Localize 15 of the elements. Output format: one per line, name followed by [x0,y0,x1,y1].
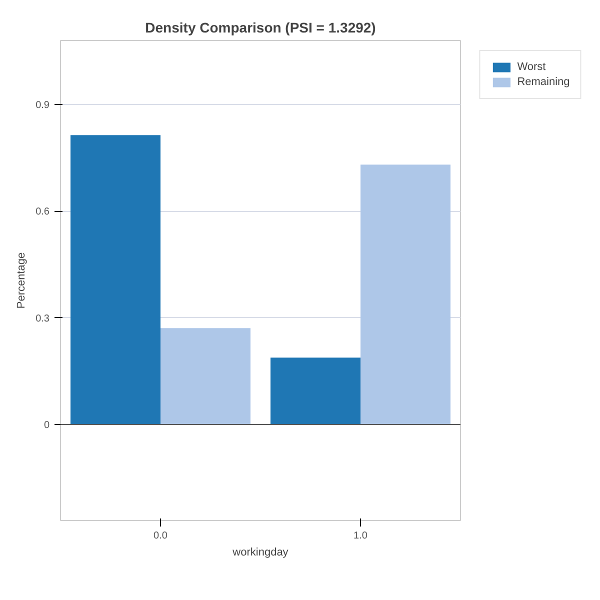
y-tick-label: 0.3 [36,313,50,324]
x-tick-label: 0.0 [154,530,168,542]
bar [360,164,450,424]
y-tick-label: 0.6 [36,206,50,218]
x-axis-title: workingday [232,546,289,558]
bar [70,135,160,424]
y-tick-label: 0 [44,420,50,431]
bar [160,328,250,424]
legend-label: Remaining [517,76,570,88]
chart-title: Density Comparison (PSI = 1.3292) [145,20,376,36]
y-tick-label: 0.9 [36,100,50,111]
bar [270,358,360,424]
y-axis-title: Percentage [16,252,28,309]
x-tick-label: 1.0 [354,530,368,542]
legend-label: Worst [517,61,546,73]
